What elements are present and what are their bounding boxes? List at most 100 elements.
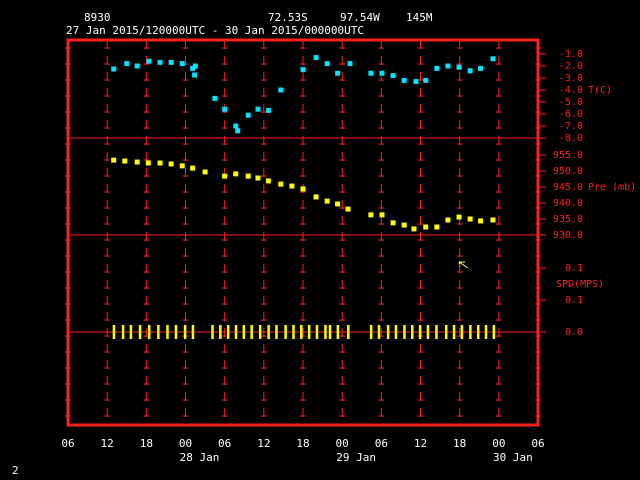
data-point [368,70,374,76]
data-point [401,77,407,83]
y-tick-label: -4.0 [559,85,583,96]
y-tick-label: 0.0 [565,327,583,338]
y-tick-label: -5.0 [559,97,583,108]
data-point [179,163,185,169]
data-point [434,65,440,71]
wind-bar [112,325,116,339]
x-tick-label: 18 [140,437,153,450]
wind-bar [226,325,230,339]
wind-bar [121,325,125,339]
data-point [222,106,228,112]
y-axis-label: Pre (mb) [588,182,636,193]
wind-bar [267,325,270,339]
data-point [111,157,117,163]
wind-bar [166,325,169,339]
data-point [265,178,271,184]
data-point [467,68,473,74]
data-point [168,161,174,167]
wind-bar [147,325,151,339]
data-point [145,160,151,166]
elevation: 145M [406,11,433,24]
data-point [111,66,117,72]
wind-bar [369,325,373,339]
data-point [390,220,396,226]
wind-bar [258,325,262,339]
data-point [255,175,261,181]
y-tick-label: -6.0 [559,109,583,120]
x-tick-label: 00 [179,437,192,450]
data-point [235,128,241,134]
data-point [401,222,407,228]
data-point [478,218,484,224]
y-tick-label: -8.0 [559,133,583,144]
x-tick-label: 06 [375,437,388,450]
x-tick-label: 12 [101,437,114,450]
data-point [490,56,496,62]
data-point [255,106,261,112]
data-point [467,216,473,222]
data-point [192,72,198,78]
data-point [324,61,330,67]
x-tick-label: 00 [492,437,505,450]
wind-bar [183,325,187,339]
data-point [335,70,341,76]
data-point [379,212,385,218]
data-point [134,159,140,165]
data-point [278,181,284,187]
y-tick-label: -2.0 [559,61,583,72]
x-tick-label: 00 [336,437,349,450]
data-point [190,165,196,171]
wind-bar [211,325,214,339]
period: 27 Jan 2015/120000UTC - 30 Jan 2015/0000… [66,24,364,37]
date-label: 29 Jan [336,451,376,464]
x-tick-label: 06 [531,437,544,450]
data-point [222,173,228,179]
station-id: 8930 [84,11,111,24]
data-point [379,70,385,76]
y-tick-label: -7.0 [559,121,583,132]
wind-bar [460,325,464,339]
wind-bar [129,325,133,339]
x-tick-label: 18 [296,437,309,450]
footer: 2 [12,464,19,477]
data-point [445,217,451,223]
y-tick-label: 0.1 [565,295,583,306]
wind-bar [484,325,488,339]
x-tick-label: 18 [453,437,466,450]
data-point [478,65,484,71]
data-point [124,61,130,67]
data-point [324,198,330,204]
wind-bar [403,325,406,339]
wind-bar [492,325,496,339]
wind-bar [138,325,142,339]
date-label: 30 Jan [493,451,533,464]
wind-bar [300,325,303,339]
wind-bar [315,325,319,339]
data-point [190,65,196,71]
y-tick-label: 935.0 [553,214,583,225]
data-point [423,77,429,83]
data-point [390,73,396,79]
data-point [335,201,341,207]
wind-bar [411,325,414,339]
y-tick-label: -3.0 [559,73,583,84]
data-point [313,55,319,61]
wind-bar [275,325,278,339]
data-point [434,224,440,230]
data-point [345,206,351,212]
wind-bar [336,325,340,339]
wind-bar [307,325,311,339]
data-point [300,67,306,73]
data-point [411,226,417,232]
wind-bar [191,325,195,339]
data-point [265,107,271,113]
y-tick-label: 940.0 [553,198,583,209]
data-point [146,58,152,64]
data-point [445,63,451,69]
data-point [157,59,163,65]
y-tick-label: -1.0 [559,49,583,60]
y-tick-label: 955.0 [553,150,583,161]
